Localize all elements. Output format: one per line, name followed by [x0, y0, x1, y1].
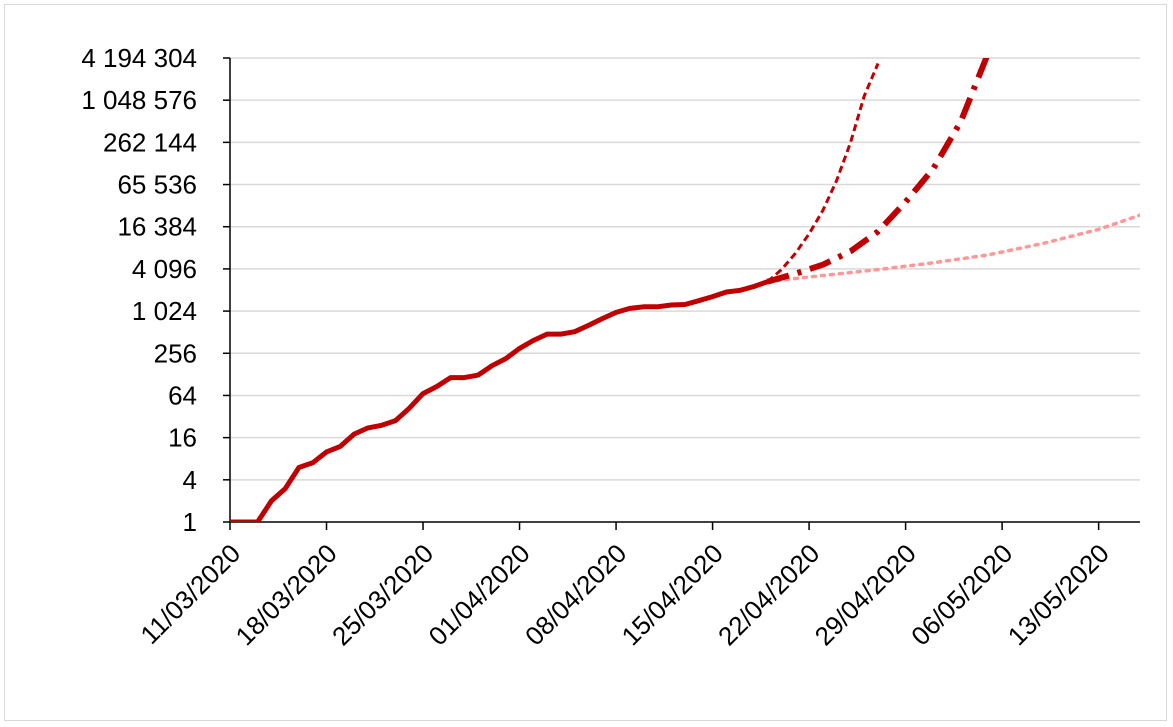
chart-frame: [4, 4, 1167, 721]
y-tick-label: 256: [154, 338, 197, 368]
y-tick-label: 16 384: [117, 212, 197, 242]
y-tick-label: 1 048 576: [81, 85, 197, 115]
series-line-short-dash: [766, 62, 880, 283]
x-tick-label: 13/05/2020: [1002, 538, 1115, 651]
y-tick-label: 4 194 304: [81, 43, 197, 73]
series-lines: [230, 58, 1140, 522]
y-tick-label: 1: [183, 507, 197, 537]
series-line-dotted: [765, 213, 1140, 284]
x-tick-label: 01/04/2020: [423, 538, 536, 651]
x-tick-label: 06/05/2020: [905, 538, 1018, 651]
x-tick-label: 15/04/2020: [616, 538, 729, 651]
axes: [223, 57, 1140, 530]
y-tick-label: 4: [183, 465, 197, 495]
x-tick-label: 25/03/2020: [326, 538, 439, 651]
y-tick-label: 4 096: [132, 254, 197, 284]
gridlines: [230, 57, 1140, 481]
y-tick-label: 16: [168, 423, 197, 453]
series-line-long-dash: [766, 58, 990, 285]
x-tick-label: 11/03/2020: [134, 538, 246, 650]
y-tick-label: 262 144: [103, 127, 197, 157]
y-tick-label: 1 024: [132, 296, 197, 326]
x-tick-label: 29/04/2020: [809, 538, 922, 651]
y-axis-tick-labels: 1 4 16 64 256 1 024 4 096 16 384 65 536 262 144 1 …: [81, 43, 197, 537]
y-tick-label: 64: [168, 380, 197, 410]
series-line-solid: [230, 279, 771, 522]
x-tick-label: 22/04/2020: [712, 538, 825, 651]
x-axis-tick-labels: 11/03/202018/03/202025/03/202001/04/2020…: [134, 538, 1115, 651]
y-tick-label: 65 536: [117, 170, 197, 200]
x-tick-label: 18/03/2020: [230, 538, 343, 651]
x-tick-label: 08/04/2020: [519, 538, 632, 651]
